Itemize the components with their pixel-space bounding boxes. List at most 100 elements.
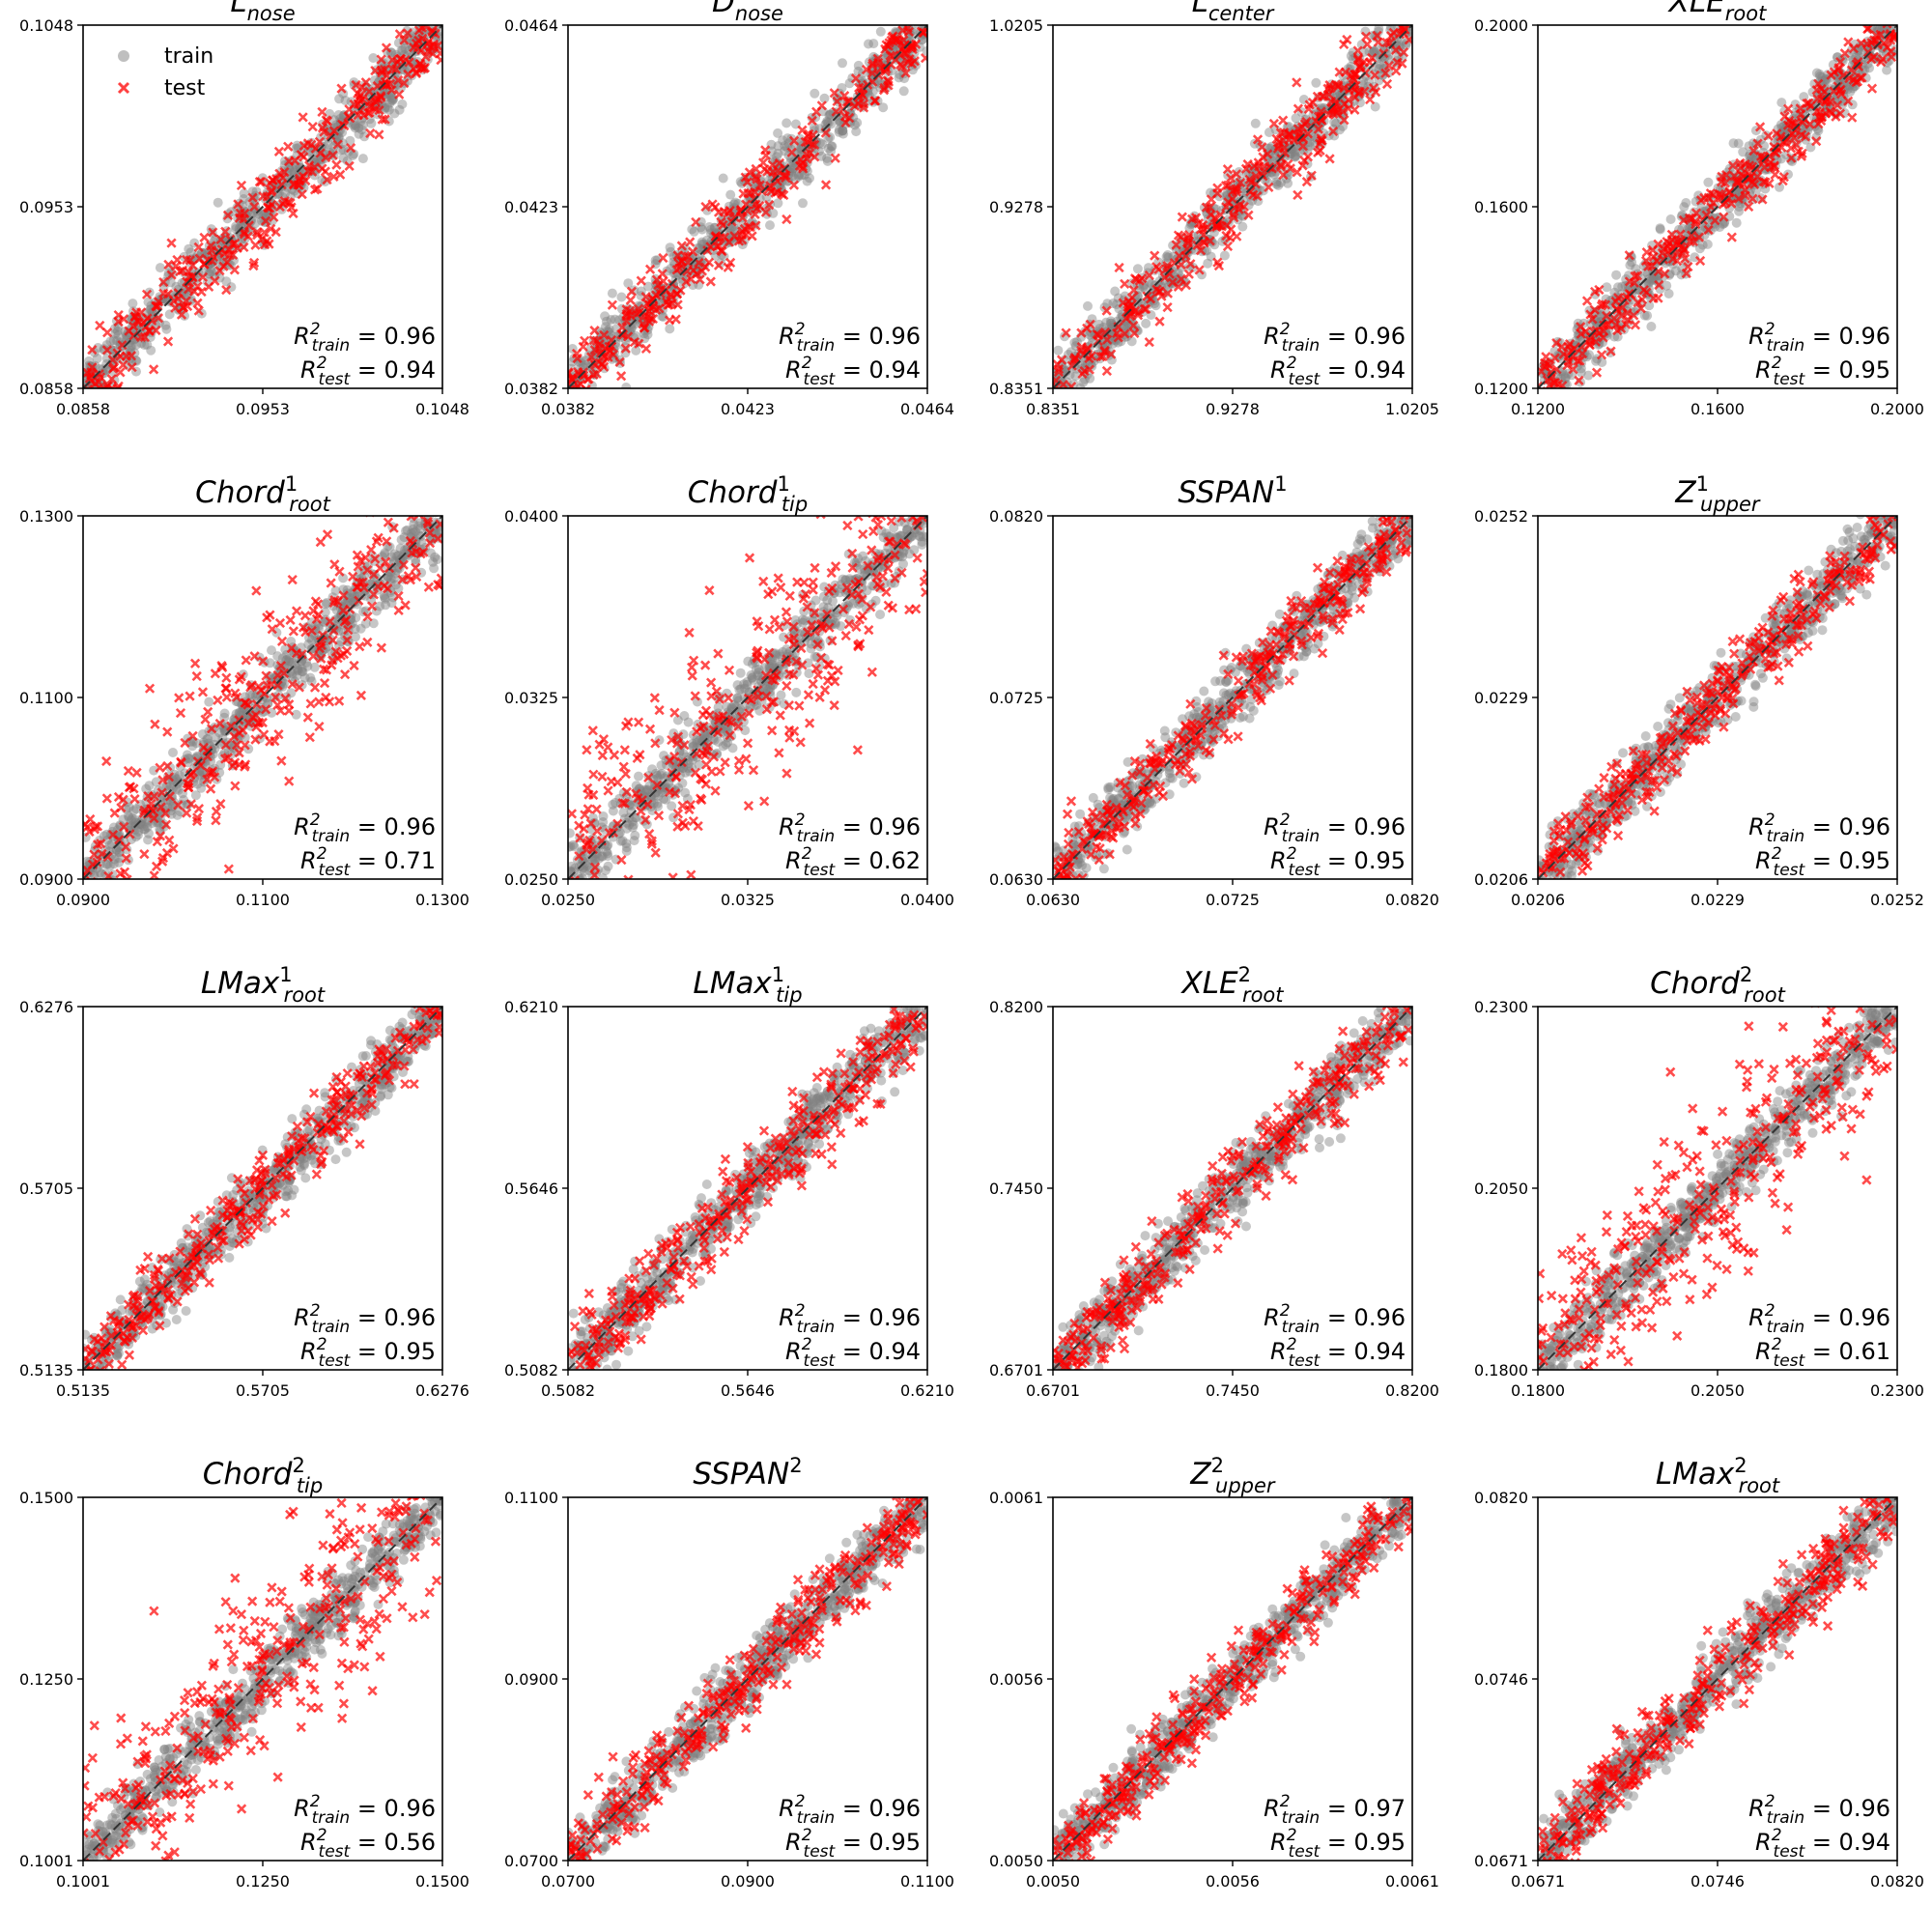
y-tick-label: 0.0382 (504, 380, 558, 398)
train-point (426, 499, 436, 509)
train-point (203, 734, 213, 744)
train-point (1656, 225, 1665, 235)
y-tick-label: 0.0858 (19, 380, 73, 398)
test-point (832, 155, 839, 162)
train-point (573, 388, 582, 398)
train-point (1666, 214, 1676, 224)
train-point (421, 503, 431, 513)
train-point (583, 388, 593, 398)
train-point (1276, 178, 1286, 187)
test-point (150, 365, 157, 373)
test-point (321, 679, 328, 687)
test-point (627, 297, 635, 304)
train-point (267, 645, 276, 655)
test-point (1583, 297, 1591, 304)
test-point (1400, 12, 1407, 19)
test-point (1115, 264, 1122, 271)
train-point (1611, 270, 1621, 280)
test-point (201, 716, 209, 724)
train-point (434, 4, 443, 14)
train-point (80, 389, 90, 399)
test-point (437, 56, 444, 64)
train-point (97, 390, 106, 400)
test-point (421, 0, 429, 7)
test-point (642, 345, 650, 353)
test-point (1593, 368, 1601, 376)
legend-train-marker (118, 50, 129, 62)
y-tick-label: 0.0423 (504, 198, 558, 216)
train-point (902, 13, 912, 22)
test-point (617, 372, 625, 380)
test-point (251, 242, 259, 249)
train-point (719, 174, 728, 184)
test-point (436, 4, 443, 12)
train-point (1884, 1, 1893, 11)
train-point (803, 177, 812, 186)
test-point (415, 15, 423, 23)
train-point (1734, 139, 1744, 149)
test-point (1728, 233, 1736, 241)
test-point (908, 9, 916, 16)
x-tick-label: 0.0953 (236, 400, 290, 418)
train-point (146, 346, 156, 355)
train-point (1399, 8, 1408, 17)
test-point (415, 510, 423, 518)
train-point (1083, 301, 1093, 311)
test-point (1771, 171, 1778, 179)
legend-train-label: train (164, 44, 213, 69)
train-point (144, 829, 154, 839)
test-point (672, 315, 680, 323)
train-point (1703, 240, 1713, 249)
train-point (419, 11, 429, 20)
test-point (433, 4, 440, 12)
train-point (665, 324, 674, 333)
train-point (1891, 14, 1901, 24)
scatter-panel-5: 0.09000.09000.11000.11000.13000.1300Chor… (0, 458, 477, 924)
train-point (420, 0, 430, 6)
train-point (616, 293, 626, 302)
train-point (918, 14, 927, 24)
train-point (431, 12, 440, 21)
train-point (1551, 390, 1561, 400)
train-point (1402, 3, 1411, 13)
train-point (774, 149, 783, 158)
x-tick-label: 0.8351 (1026, 400, 1080, 418)
x-tick-label: 0.9278 (1206, 400, 1260, 418)
train-point (902, 6, 912, 15)
test-point (350, 662, 357, 669)
train-point (78, 917, 88, 924)
train-point (1535, 390, 1545, 400)
train-point (868, 39, 878, 48)
train-point (92, 880, 101, 890)
x-tick-label: 1.0205 (1385, 400, 1439, 418)
test-point (1889, 5, 1896, 13)
panel-title: Dnose (712, 0, 783, 25)
x-tick-label: 0.0464 (900, 400, 954, 418)
test-point (921, 9, 928, 16)
test-point (81, 390, 89, 398)
scatter-panel-1: 0.08580.08580.09530.09530.10480.1048Lnos… (0, 0, 477, 433)
x-tick-label: 0.2000 (1870, 400, 1924, 418)
x-tick-label: 0.0423 (721, 400, 775, 418)
train-point (168, 748, 178, 757)
panel-title: XLEroot (1667, 0, 1767, 25)
train-point (773, 198, 782, 208)
test-point (238, 182, 245, 189)
train-point (1311, 78, 1321, 88)
train-point (1053, 346, 1063, 355)
test-point (1392, 67, 1400, 74)
test-point (394, 607, 402, 614)
train-point (407, 504, 416, 514)
test-point (389, 502, 397, 510)
train-point (606, 315, 615, 325)
train-point (380, 593, 389, 603)
train-point (397, 100, 407, 109)
train-point (1664, 289, 1674, 299)
train-point (1583, 371, 1593, 381)
y-tick-label: 0.0464 (504, 16, 558, 35)
y-tick-label: 0.1600 (1474, 198, 1528, 216)
test-point (918, 11, 925, 18)
